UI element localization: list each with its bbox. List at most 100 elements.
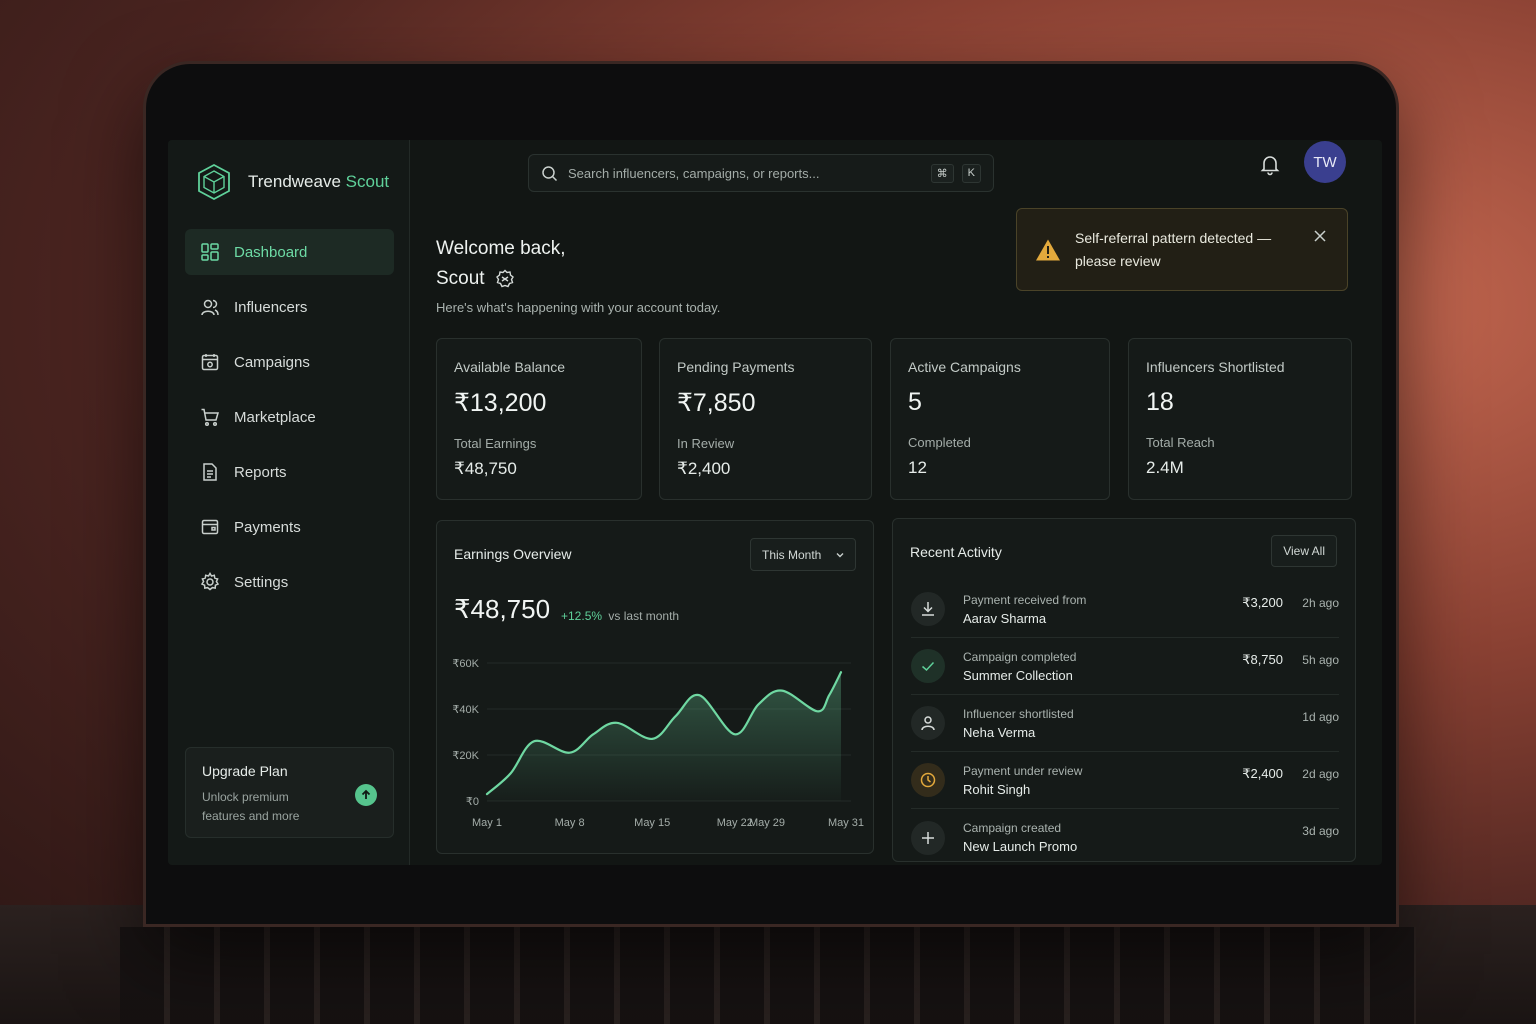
activity-time: 3d ago xyxy=(1302,824,1339,838)
panel-title: Recent Activity xyxy=(910,544,1002,560)
arrow-up-icon xyxy=(361,789,371,799)
stat-card-influencers-shortlisted[interactable]: Influencers Shortlisted 18 Total Reach 2… xyxy=(1128,338,1352,500)
chevron-down-icon xyxy=(836,552,844,557)
brand-name: Trendweave Scout xyxy=(248,172,389,192)
sidebar-item-label: Influencers xyxy=(234,298,308,316)
activity-row[interactable]: Payment received from Aarav Sharma ₹3,200 2… xyxy=(911,581,1339,638)
activity-text: Influencer shortlisted Neha Verma xyxy=(963,707,1074,740)
earnings-total: ₹48,750 xyxy=(454,594,551,624)
close-icon[interactable] xyxy=(1313,229,1327,243)
activity-text: Payment under review Rohit Singh xyxy=(963,764,1082,797)
activity-time: 5h ago xyxy=(1302,653,1339,667)
stat-card-active-campaigns[interactable]: Active Campaigns 5 Completed 12 xyxy=(890,338,1110,500)
upgrade-button[interactable] xyxy=(355,784,377,806)
sidebar-item-dashboard[interactable]: Dashboard xyxy=(185,229,394,275)
dashboard-icon xyxy=(201,243,219,261)
bell-icon[interactable] xyxy=(1258,152,1282,176)
stat-value: 18 xyxy=(1146,388,1174,416)
x-tick-label: May 29 xyxy=(749,817,785,829)
stat-sub-value: ₹2,400 xyxy=(677,459,731,478)
delta-suffix: vs last month xyxy=(608,609,680,623)
main-content: ⌘ K TW Welcome back, Scout Here's what's… xyxy=(410,140,1382,865)
y-tick-label: ₹0 xyxy=(466,796,479,808)
shortcut-key: K xyxy=(961,164,981,183)
sidebar-item-label: Campaigns xyxy=(234,353,310,371)
view-all-button[interactable]: View All xyxy=(1271,535,1337,567)
activity-row[interactable]: Payment under review Rohit Singh ₹2,400 2d … xyxy=(911,752,1339,809)
activity-row[interactable]: Campaign created New Launch Promo 3d ago xyxy=(911,809,1339,865)
stat-value: ₹7,850 xyxy=(677,389,756,417)
activity-subject: Neha Verma xyxy=(963,724,1036,740)
stat-label: Available Balance xyxy=(454,359,566,375)
panel-title: Earnings Overview xyxy=(454,546,572,562)
x-tick-label: May 8 xyxy=(555,817,585,829)
recent-activity-panel: Recent Activity View All Payment receive… xyxy=(892,518,1356,862)
upgrade-plan-card[interactable]: Upgrade Plan Unlock premium features and… xyxy=(185,747,394,838)
search-icon xyxy=(542,165,558,181)
sidebar-item-payments[interactable]: Payments xyxy=(185,504,394,550)
sidebar-item-settings[interactable]: Settings xyxy=(185,559,394,605)
brand-name-accent: Scout xyxy=(345,172,390,191)
avatar[interactable]: TW xyxy=(1304,141,1346,183)
stat-sub-value: 2.4M xyxy=(1146,458,1184,477)
activity-subject: New Launch Promo xyxy=(963,839,1078,854)
activity-text: Campaign completed Summer Collection xyxy=(963,650,1076,683)
x-tick-label: May 31 xyxy=(828,817,864,829)
activity-amount: ₹3,200 xyxy=(1242,595,1283,610)
cube-logo-icon xyxy=(198,163,230,201)
activity-description: Campaign created xyxy=(963,821,1062,835)
welcome-subtitle: Here's what's happening with your accoun… xyxy=(436,300,721,315)
sidebar-item-marketplace[interactable]: Marketplace xyxy=(185,394,394,440)
download-icon xyxy=(922,602,934,616)
sidebar-item-campaigns[interactable]: Campaigns xyxy=(185,339,394,385)
activity-row[interactable]: Campaign completed Summer Collection ₹8,75… xyxy=(911,638,1339,695)
stat-card-available-balance[interactable]: Available Balance ₹13,200 Total Earnings… xyxy=(436,338,642,500)
stat-value: ₹13,200 xyxy=(454,389,547,417)
activity-text: Campaign created New Launch Promo xyxy=(963,821,1077,854)
x-tick-label: May 1 xyxy=(472,817,502,829)
activity-time: 1d ago xyxy=(1302,710,1339,724)
upgrade-description: Unlock premium features and more xyxy=(202,790,300,823)
stat-label: Pending Payments xyxy=(677,359,795,375)
warning-icon xyxy=(1036,239,1060,260)
brand[interactable]: Trendweave Scout xyxy=(194,162,389,202)
clock-icon xyxy=(920,772,936,788)
sidebar-item-label: Settings xyxy=(234,573,289,591)
sidebar-item-influencers[interactable]: Influencers xyxy=(185,284,394,330)
stat-sub-label: Completed xyxy=(908,435,971,450)
search-bar[interactable]: ⌘ K xyxy=(528,154,994,192)
activity-row[interactable]: Influencer shortlisted Neha Verma 1d ago xyxy=(911,695,1339,752)
activity-icon-wrap xyxy=(911,592,945,626)
brand-name-primary: Trendweave xyxy=(248,172,341,191)
sidebar-item-label: Payments xyxy=(234,518,301,536)
stat-sub-value: ₹48,750 xyxy=(454,459,517,478)
user-icon xyxy=(921,716,935,731)
sidebar-item-reports[interactable]: Reports xyxy=(185,449,394,495)
search-input[interactable] xyxy=(568,165,928,181)
activity-text: Payment received from Aarav Sharma xyxy=(963,593,1086,626)
stat-label: Influencers Shortlisted xyxy=(1146,359,1285,375)
activity-description: Campaign completed xyxy=(963,649,1077,664)
activity-list: Payment received from Aarav Sharma ₹3,200 2… xyxy=(911,581,1339,865)
stat-sub-label: Total Reach xyxy=(1146,435,1215,450)
x-tick-label: May 22 xyxy=(717,817,753,829)
activity-amount: ₹8,750 xyxy=(1242,652,1283,667)
sidebar-item-label: Marketplace xyxy=(234,408,316,426)
x-tick-label: May 15 xyxy=(634,817,670,829)
welcome-name-row: Scout xyxy=(436,264,566,294)
earnings-delta: +12.5% vs last month xyxy=(561,609,679,623)
activity-amount: ₹2,400 xyxy=(1242,766,1283,781)
range-select[interactable]: This Month xyxy=(750,538,856,571)
alert-message: Self-referral pattern detected — please … xyxy=(1075,229,1272,269)
delta-value: +12.5% xyxy=(561,609,603,623)
stat-card-pending-payments[interactable]: Pending Payments ₹7,850 In Review ₹2,400 xyxy=(659,338,872,500)
campaigns-icon xyxy=(201,354,219,371)
welcome-heading: Welcome back, Scout xyxy=(436,234,566,294)
stat-label: Active Campaigns xyxy=(908,359,1021,375)
activity-icon-wrap xyxy=(911,820,945,855)
sidebar-item-label: Reports xyxy=(234,463,287,481)
stat-value: 5 xyxy=(908,388,922,416)
activity-subject: Rohit Singh xyxy=(963,781,1031,797)
wallet-icon xyxy=(201,519,219,535)
